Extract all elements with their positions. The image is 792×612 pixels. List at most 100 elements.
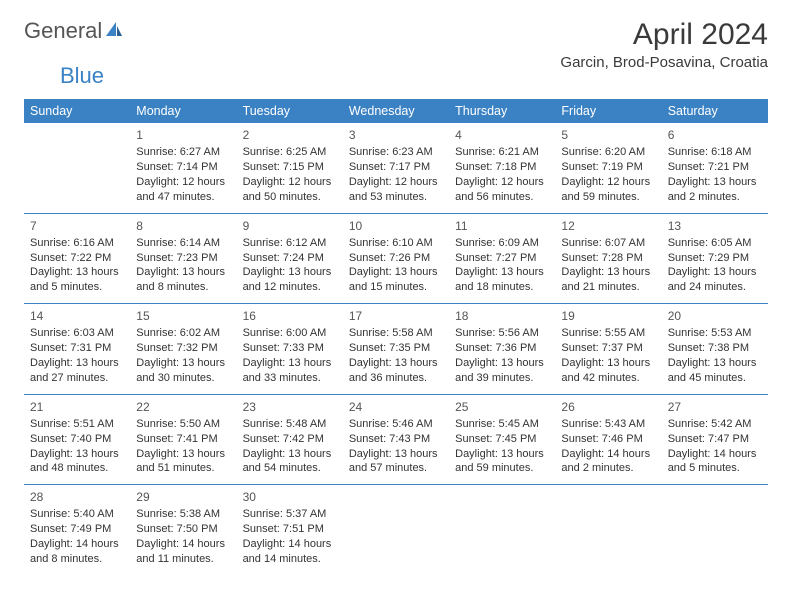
sunrise-line: Sunrise: 6:21 AM bbox=[455, 145, 549, 160]
sunset-line: Sunset: 7:38 PM bbox=[668, 341, 762, 356]
sunset-line: Sunset: 7:49 PM bbox=[30, 522, 124, 537]
calendar-day-cell: 20Sunrise: 5:53 AMSunset: 7:38 PMDayligh… bbox=[662, 304, 768, 395]
daylight-line: Daylight: 13 hours and 30 minutes. bbox=[136, 356, 230, 386]
daylight-line: Daylight: 14 hours and 5 minutes. bbox=[668, 447, 762, 477]
sunrise-line: Sunrise: 5:38 AM bbox=[136, 507, 230, 522]
logo-sail-icon bbox=[104, 20, 124, 43]
calendar-day-cell: 1Sunrise: 6:27 AMSunset: 7:14 PMDaylight… bbox=[130, 123, 236, 213]
sunrise-line: Sunrise: 6:23 AM bbox=[349, 145, 443, 160]
day-number: 19 bbox=[561, 308, 655, 324]
day-number: 25 bbox=[455, 399, 549, 415]
day-number: 18 bbox=[455, 308, 549, 324]
sunrise-line: Sunrise: 6:02 AM bbox=[136, 326, 230, 341]
sunset-line: Sunset: 7:18 PM bbox=[455, 160, 549, 175]
sunset-line: Sunset: 7:45 PM bbox=[455, 432, 549, 447]
sunrise-line: Sunrise: 5:53 AM bbox=[668, 326, 762, 341]
location: Garcin, Brod-Posavina, Croatia bbox=[560, 54, 768, 71]
sunset-line: Sunset: 7:51 PM bbox=[243, 522, 337, 537]
sunrise-line: Sunrise: 6:16 AM bbox=[30, 236, 124, 251]
sunset-line: Sunset: 7:19 PM bbox=[561, 160, 655, 175]
logo: General bbox=[24, 18, 126, 44]
sunrise-line: Sunrise: 6:20 AM bbox=[561, 145, 655, 160]
day-number: 20 bbox=[668, 308, 762, 324]
calendar-day-cell: 11Sunrise: 6:09 AMSunset: 7:27 PMDayligh… bbox=[449, 213, 555, 304]
day-number: 17 bbox=[349, 308, 443, 324]
day-number: 1 bbox=[136, 127, 230, 143]
calendar-day-cell: 26Sunrise: 5:43 AMSunset: 7:46 PMDayligh… bbox=[555, 394, 661, 485]
daylight-line: Daylight: 12 hours and 59 minutes. bbox=[561, 175, 655, 205]
day-number: 11 bbox=[455, 218, 549, 234]
day-number: 21 bbox=[30, 399, 124, 415]
daylight-line: Daylight: 13 hours and 54 minutes. bbox=[243, 447, 337, 477]
sunrise-line: Sunrise: 5:48 AM bbox=[243, 417, 337, 432]
calendar-day-cell: 8Sunrise: 6:14 AMSunset: 7:23 PMDaylight… bbox=[130, 213, 236, 304]
day-number: 5 bbox=[561, 127, 655, 143]
sunset-line: Sunset: 7:41 PM bbox=[136, 432, 230, 447]
calendar-day-cell: 6Sunrise: 6:18 AMSunset: 7:21 PMDaylight… bbox=[662, 123, 768, 213]
sunrise-line: Sunrise: 6:10 AM bbox=[349, 236, 443, 251]
weekday-header: Wednesday bbox=[343, 99, 449, 123]
daylight-line: Daylight: 13 hours and 12 minutes. bbox=[243, 265, 337, 295]
sunrise-line: Sunrise: 5:55 AM bbox=[561, 326, 655, 341]
logo-text-blue: Blue bbox=[60, 63, 104, 88]
sunset-line: Sunset: 7:35 PM bbox=[349, 341, 443, 356]
day-number: 10 bbox=[349, 218, 443, 234]
sunrise-line: Sunrise: 6:05 AM bbox=[668, 236, 762, 251]
calendar-day-cell: 9Sunrise: 6:12 AMSunset: 7:24 PMDaylight… bbox=[237, 213, 343, 304]
daylight-line: Daylight: 13 hours and 42 minutes. bbox=[561, 356, 655, 386]
sunrise-line: Sunrise: 6:07 AM bbox=[561, 236, 655, 251]
day-number: 2 bbox=[243, 127, 337, 143]
daylight-line: Daylight: 12 hours and 53 minutes. bbox=[349, 175, 443, 205]
calendar-day-cell: 7Sunrise: 6:16 AMSunset: 7:22 PMDaylight… bbox=[24, 213, 130, 304]
sunrise-line: Sunrise: 5:43 AM bbox=[561, 417, 655, 432]
daylight-line: Daylight: 12 hours and 50 minutes. bbox=[243, 175, 337, 205]
sunset-line: Sunset: 7:33 PM bbox=[243, 341, 337, 356]
calendar-empty-cell bbox=[555, 485, 661, 575]
daylight-line: Daylight: 13 hours and 24 minutes. bbox=[668, 265, 762, 295]
sunset-line: Sunset: 7:36 PM bbox=[455, 341, 549, 356]
calendar-day-cell: 21Sunrise: 5:51 AMSunset: 7:40 PMDayligh… bbox=[24, 394, 130, 485]
sunset-line: Sunset: 7:29 PM bbox=[668, 251, 762, 266]
sunset-line: Sunset: 7:14 PM bbox=[136, 160, 230, 175]
daylight-line: Daylight: 13 hours and 59 minutes. bbox=[455, 447, 549, 477]
day-number: 29 bbox=[136, 489, 230, 505]
calendar-day-cell: 18Sunrise: 5:56 AMSunset: 7:36 PMDayligh… bbox=[449, 304, 555, 395]
calendar-day-cell: 13Sunrise: 6:05 AMSunset: 7:29 PMDayligh… bbox=[662, 213, 768, 304]
day-number: 6 bbox=[668, 127, 762, 143]
daylight-line: Daylight: 14 hours and 8 minutes. bbox=[30, 537, 124, 567]
calendar-row: 21Sunrise: 5:51 AMSunset: 7:40 PMDayligh… bbox=[24, 394, 768, 485]
sunrise-line: Sunrise: 6:18 AM bbox=[668, 145, 762, 160]
sunrise-line: Sunrise: 5:56 AM bbox=[455, 326, 549, 341]
calendar-day-cell: 3Sunrise: 6:23 AMSunset: 7:17 PMDaylight… bbox=[343, 123, 449, 213]
sunset-line: Sunset: 7:42 PM bbox=[243, 432, 337, 447]
calendar-empty-cell bbox=[343, 485, 449, 575]
calendar-day-cell: 12Sunrise: 6:07 AMSunset: 7:28 PMDayligh… bbox=[555, 213, 661, 304]
sunrise-line: Sunrise: 6:00 AM bbox=[243, 326, 337, 341]
daylight-line: Daylight: 13 hours and 2 minutes. bbox=[668, 175, 762, 205]
day-number: 28 bbox=[30, 489, 124, 505]
daylight-line: Daylight: 14 hours and 14 minutes. bbox=[243, 537, 337, 567]
daylight-line: Daylight: 14 hours and 2 minutes. bbox=[561, 447, 655, 477]
calendar-day-cell: 19Sunrise: 5:55 AMSunset: 7:37 PMDayligh… bbox=[555, 304, 661, 395]
sunset-line: Sunset: 7:50 PM bbox=[136, 522, 230, 537]
calendar-day-cell: 5 Sunrise: 6:20 AMSunset: 7:19 PMDaylight… bbox=[555, 123, 661, 213]
daylight-line: Daylight: 13 hours and 36 minutes. bbox=[349, 356, 443, 386]
weekday-header: Sunday bbox=[24, 99, 130, 123]
day-number: 16 bbox=[243, 308, 337, 324]
calendar-day-cell: 23Sunrise: 5:48 AMSunset: 7:42 PMDayligh… bbox=[237, 394, 343, 485]
daylight-line: Daylight: 12 hours and 56 minutes. bbox=[455, 175, 549, 205]
sunset-line: Sunset: 7:15 PM bbox=[243, 160, 337, 175]
sunrise-line: Sunrise: 5:50 AM bbox=[136, 417, 230, 432]
calendar-row: 28Sunrise: 5:40 AMSunset: 7:49 PMDayligh… bbox=[24, 485, 768, 575]
day-number: 12 bbox=[561, 218, 655, 234]
sunset-line: Sunset: 7:32 PM bbox=[136, 341, 230, 356]
sunset-line: Sunset: 7:27 PM bbox=[455, 251, 549, 266]
calendar-empty-cell bbox=[662, 485, 768, 575]
sunrise-line: Sunrise: 5:37 AM bbox=[243, 507, 337, 522]
logo-text-general: General bbox=[24, 18, 102, 44]
calendar-table: SundayMondayTuesdayWednesdayThursdayFrid… bbox=[24, 99, 768, 575]
day-number: 22 bbox=[136, 399, 230, 415]
sunrise-line: Sunrise: 6:12 AM bbox=[243, 236, 337, 251]
calendar-day-cell: 4Sunrise: 6:21 AMSunset: 7:18 PMDaylight… bbox=[449, 123, 555, 213]
day-number: 24 bbox=[349, 399, 443, 415]
